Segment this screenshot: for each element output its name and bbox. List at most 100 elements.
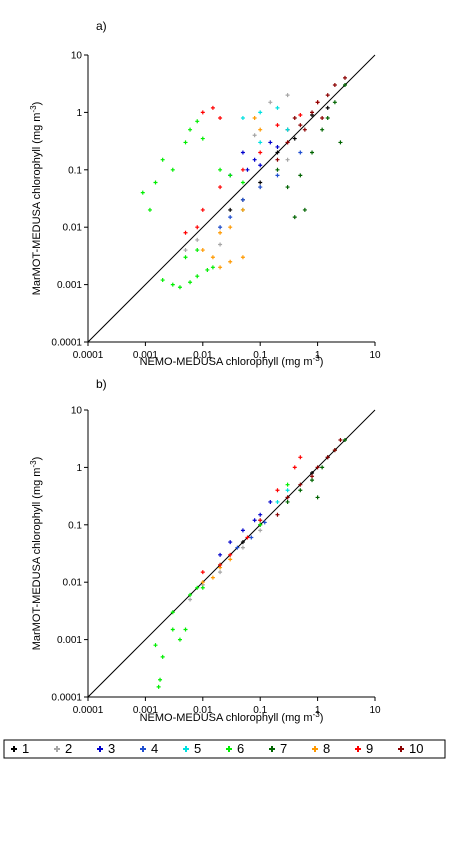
series-5 bbox=[258, 488, 290, 523]
data-point bbox=[325, 105, 330, 110]
data-point bbox=[218, 115, 223, 120]
data-point bbox=[252, 133, 257, 138]
data-point bbox=[235, 545, 240, 550]
data-point bbox=[240, 528, 245, 533]
data-point bbox=[268, 499, 273, 504]
series-9 bbox=[183, 100, 320, 235]
data-point bbox=[285, 488, 290, 493]
data-point bbox=[320, 465, 325, 470]
data-point bbox=[183, 140, 188, 145]
x-axis-title: NEMO-MEDUSA chlorophyll (mg m-3) bbox=[140, 710, 324, 725]
data-point bbox=[228, 215, 233, 220]
data-point bbox=[147, 207, 152, 212]
data-point bbox=[210, 105, 215, 110]
series-3 bbox=[218, 499, 273, 557]
legend-entry-label: 6 bbox=[237, 741, 244, 756]
data-point bbox=[320, 127, 325, 132]
series-6 bbox=[153, 482, 290, 689]
y-axis-title: MarMOT-MEDUSA chlorophyll (mg m-3) bbox=[29, 457, 44, 651]
x-tick-label: 0.0001 bbox=[73, 350, 104, 361]
data-point bbox=[258, 180, 263, 185]
series-5 bbox=[240, 105, 290, 212]
data-point bbox=[218, 265, 223, 270]
y-tick-label: 1 bbox=[76, 108, 82, 119]
data-point bbox=[153, 643, 158, 648]
legend-marker bbox=[54, 746, 60, 752]
series-3 bbox=[228, 140, 280, 178]
data-point bbox=[292, 115, 297, 120]
data-point bbox=[320, 115, 325, 120]
data-point bbox=[140, 190, 145, 195]
data-point bbox=[298, 488, 303, 493]
data-point bbox=[292, 465, 297, 470]
data-point bbox=[160, 278, 165, 283]
data-point bbox=[315, 465, 320, 470]
legend-entry-label: 4 bbox=[151, 741, 158, 756]
data-point bbox=[160, 654, 165, 659]
data-point bbox=[315, 495, 320, 500]
data-point bbox=[228, 552, 233, 557]
data-point bbox=[195, 225, 200, 230]
data-point bbox=[200, 207, 205, 212]
data-point bbox=[275, 150, 280, 155]
data-point bbox=[177, 285, 182, 290]
data-point bbox=[285, 127, 290, 132]
data-point bbox=[275, 167, 280, 172]
data-point bbox=[258, 150, 263, 155]
data-point bbox=[285, 157, 290, 162]
data-point bbox=[298, 123, 303, 128]
data-point bbox=[240, 115, 245, 120]
x-tick-label: 0.01 bbox=[193, 350, 213, 361]
y-tick-label: 0.0001 bbox=[51, 338, 82, 349]
data-point bbox=[285, 499, 290, 504]
data-point bbox=[275, 512, 280, 517]
data-point bbox=[285, 482, 290, 487]
data-point bbox=[258, 185, 263, 190]
data-point bbox=[268, 100, 273, 105]
series-10 bbox=[275, 438, 343, 517]
data-point bbox=[249, 535, 254, 540]
data-point bbox=[275, 157, 280, 162]
data-point bbox=[325, 455, 330, 460]
y-tick-label: 1 bbox=[76, 463, 82, 474]
legend-marker bbox=[398, 746, 404, 752]
data-point bbox=[268, 140, 273, 145]
y-axis-title: MarMOT-MEDUSA chlorophyll (mg m-3) bbox=[29, 102, 44, 296]
data-point bbox=[292, 215, 297, 220]
data-point bbox=[228, 207, 233, 212]
legend-entry-label: 9 bbox=[366, 741, 373, 756]
y-tick-label: 10 bbox=[71, 51, 83, 62]
x-tick-label: 0.0001 bbox=[73, 705, 104, 716]
data-point bbox=[245, 167, 250, 172]
y-tick-label: 0.1 bbox=[68, 520, 82, 531]
data-point bbox=[218, 225, 223, 230]
x-axis-title: NEMO-MEDUSA chlorophyll (mg m-3) bbox=[140, 354, 324, 369]
x-tick-label: 1 bbox=[315, 705, 321, 716]
data-point bbox=[240, 167, 245, 172]
data-point bbox=[258, 518, 263, 523]
x-tick-label: 10 bbox=[369, 350, 381, 361]
data-point bbox=[285, 495, 290, 500]
data-point bbox=[252, 518, 257, 523]
data-point bbox=[310, 474, 315, 479]
data-point bbox=[258, 140, 263, 145]
x-tick-label: 0.1 bbox=[253, 705, 267, 716]
data-point bbox=[258, 528, 263, 533]
legend-entry-label: 10 bbox=[409, 741, 423, 756]
data-point bbox=[310, 110, 315, 115]
data-point bbox=[183, 255, 188, 260]
legend-marker bbox=[312, 746, 318, 752]
legend-marker bbox=[97, 746, 103, 752]
legend-box bbox=[3, 739, 446, 759]
data-point bbox=[195, 248, 200, 253]
series-4 bbox=[218, 150, 303, 230]
x-tick-label: 0.001 bbox=[133, 705, 158, 716]
legend-marker bbox=[183, 746, 189, 752]
data-point bbox=[240, 545, 245, 550]
data-point bbox=[228, 259, 233, 264]
data-point bbox=[200, 248, 205, 253]
data-point bbox=[200, 110, 205, 115]
data-point bbox=[200, 580, 205, 585]
series-2 bbox=[183, 93, 290, 253]
data-point bbox=[298, 482, 303, 487]
